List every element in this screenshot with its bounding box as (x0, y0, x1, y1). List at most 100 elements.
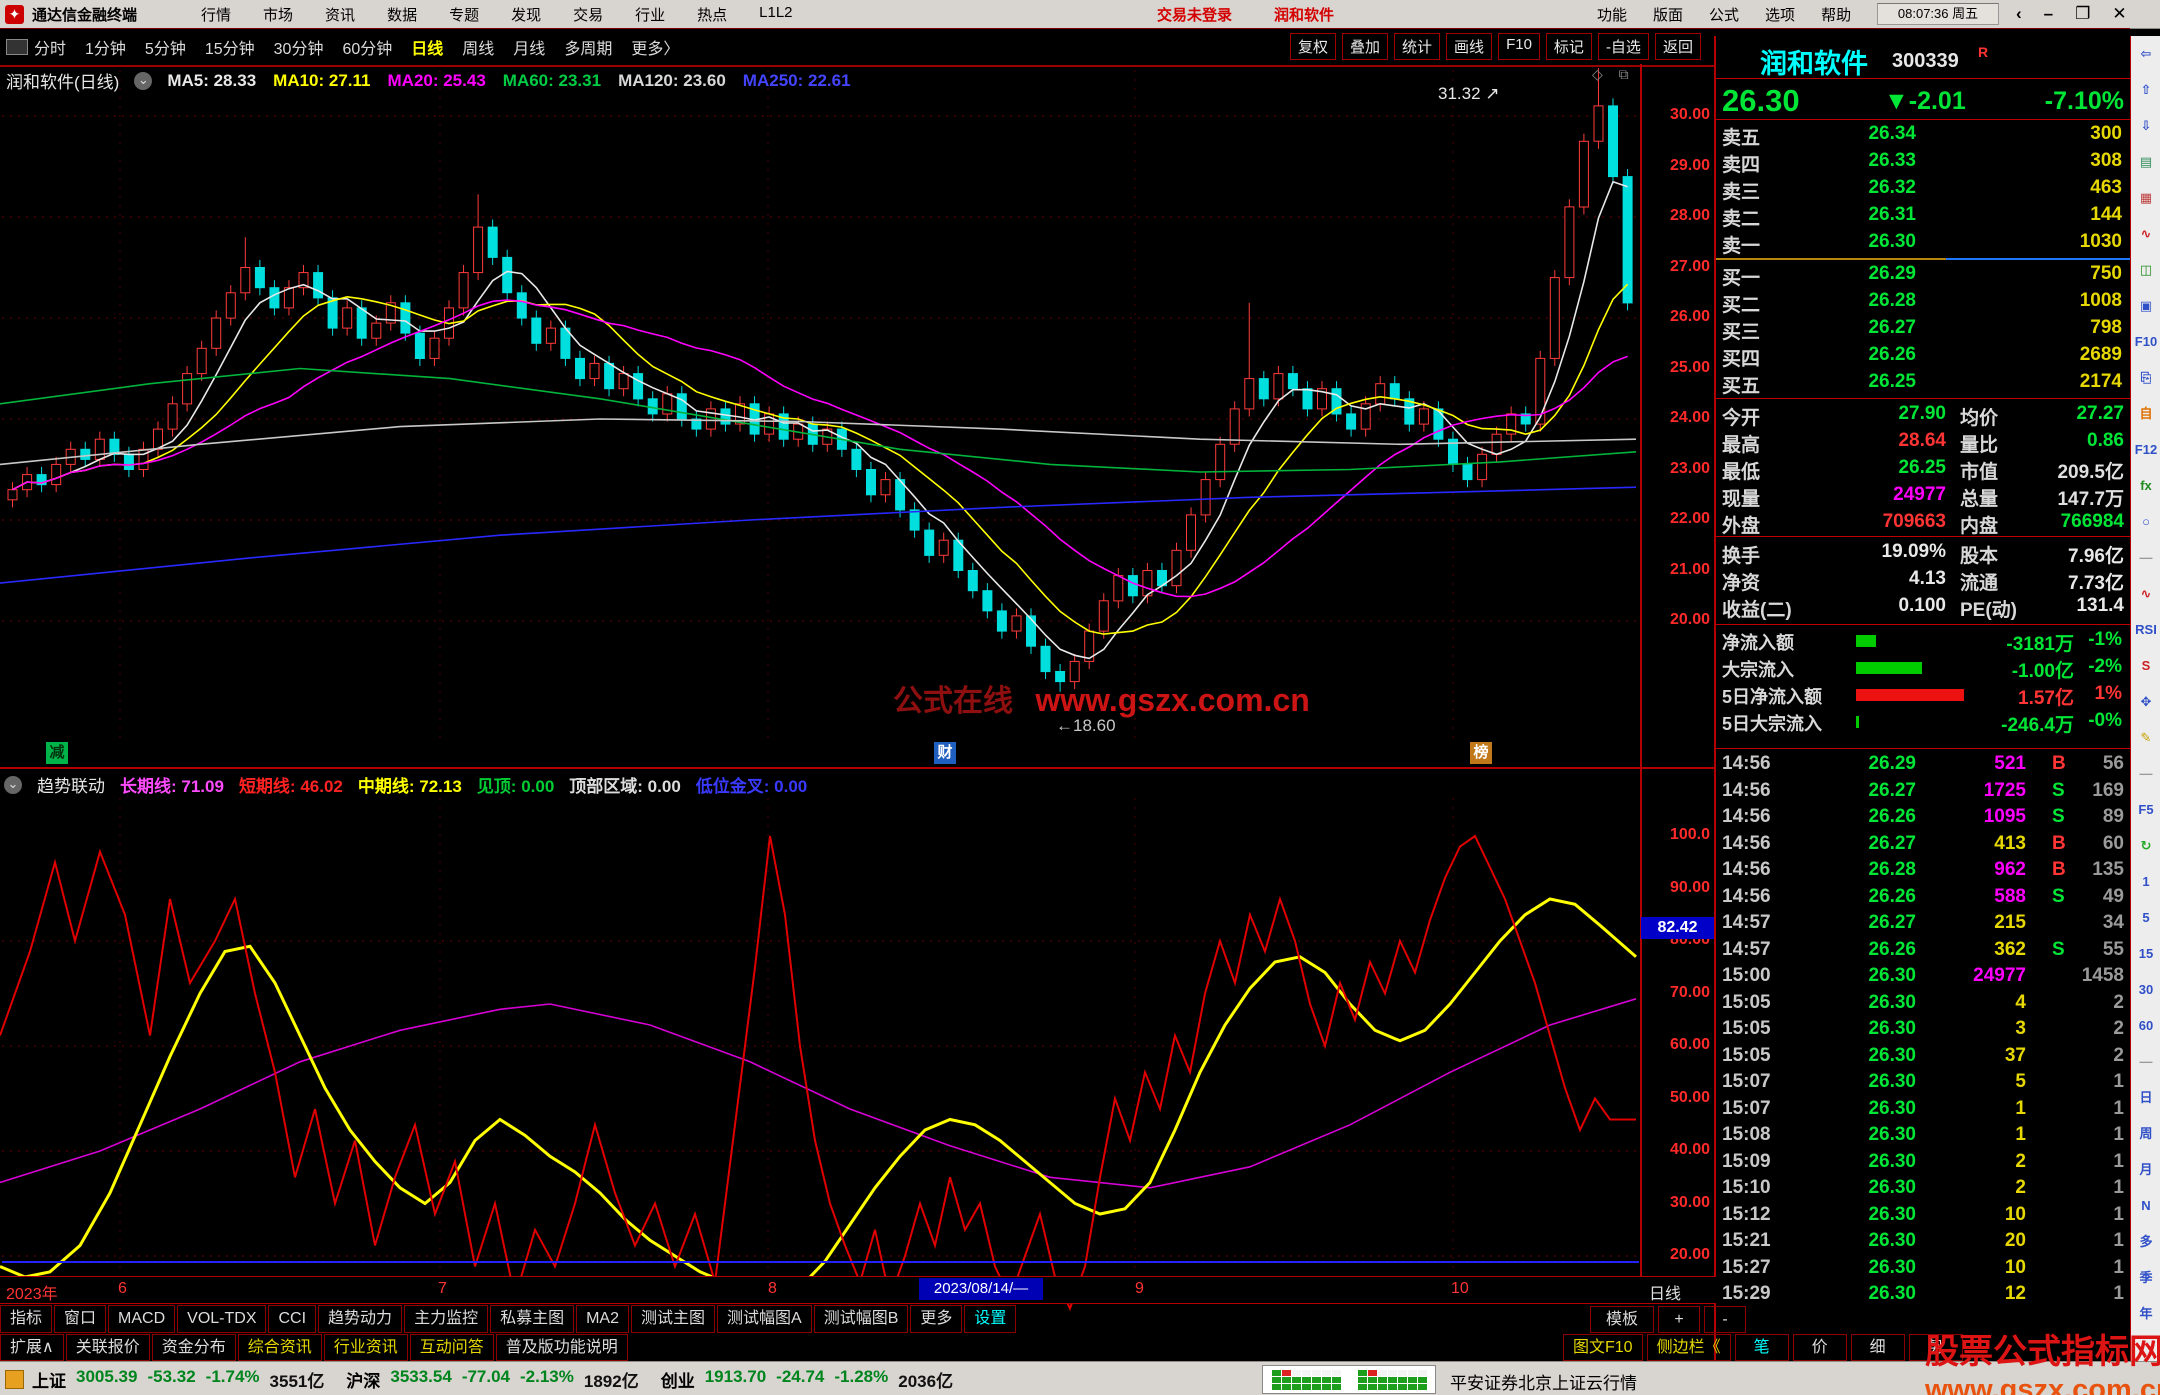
tab-MACD[interactable]: MACD (108, 1305, 176, 1333)
chart-marker-榜[interactable]: 榜 (1470, 742, 1492, 764)
tab-关联报价[interactable]: 关联报价 (65, 1334, 150, 1361)
tick-row[interactable]: 15:29 26.30 12 1 (1716, 1282, 2130, 1308)
rsi-icon[interactable]: RSI (2135, 622, 2157, 637)
period-multi[interactable]: 多 (2139, 1234, 2153, 1249)
f10-icon[interactable]: F10 (2134, 334, 2158, 349)
menu-item-5[interactable]: 发现 (511, 6, 542, 24)
period-tab-60分钟[interactable]: 60分钟 (342, 41, 393, 58)
tab-设置[interactable]: 设置 (964, 1305, 1017, 1333)
zoom-out-button[interactable]: - (1704, 1306, 1746, 1333)
close-button[interactable]: ✕ (2112, 4, 2127, 23)
index-沪深[interactable]: 沪深 3533.54 -77.04 -2.13% 1892亿 (346, 1367, 638, 1392)
toolbar-button--自选[interactable]: -自选 (1597, 33, 1649, 60)
trend-icon[interactable]: ∿ (2140, 226, 2152, 241)
tick-row[interactable]: 15:09 26.30 2 1 (1716, 1150, 2130, 1176)
f5-icon[interactable]: F5 (2138, 802, 2154, 817)
menu-item-4[interactable]: 专题 (449, 6, 480, 24)
period-60[interactable]: 60 (2138, 1018, 2154, 1033)
refresh-icon[interactable]: ↻ (2140, 838, 2152, 853)
period-tab-月线[interactable]: 月线 (513, 41, 546, 58)
bid-level-2[interactable]: 买二 26.28 1008 (1716, 289, 2130, 316)
period-year[interactable]: 年 (2139, 1306, 2153, 1321)
period-tab-更多〉[interactable]: 更多〉 (631, 41, 680, 58)
tick-row[interactable]: 15:07 26.30 5 1 (1716, 1070, 2130, 1096)
tab-扩展∧[interactable]: 扩展∧ (0, 1334, 64, 1361)
move-icon[interactable]: ✥ (2140, 694, 2152, 709)
tick-row[interactable]: 15:05 26.30 4 2 (1716, 991, 2130, 1017)
board-icon[interactable]: ▦ (2139, 190, 2153, 205)
up-icon[interactable]: ⇧ (2140, 82, 2152, 97)
tick-row[interactable]: 14:56 26.27 1725 S 169 (1716, 779, 2130, 805)
menu-right-item-1[interactable]: 版面 (1653, 6, 1684, 24)
zoom-in-button[interactable]: + (1658, 1306, 1700, 1333)
period-n[interactable]: N (2141, 1198, 2151, 1213)
chart-marker-减[interactable]: 减 (46, 742, 68, 764)
tab-笔[interactable]: 笔 (1734, 1334, 1789, 1361)
tab-侧边栏《[interactable]: 侧边栏《 (1646, 1334, 1731, 1361)
restore-button[interactable]: ❐ (2075, 4, 2091, 23)
bid-level-1[interactable]: 买一 26.29 750 (1716, 262, 2130, 289)
tick-row[interactable]: 14:57 26.26 362 S 55 (1716, 938, 2130, 964)
minimize-button[interactable]: – (2043, 4, 2054, 23)
tick-row[interactable]: 15:27 26.30 10 1 (1716, 1256, 2130, 1282)
period-day[interactable]: 日 (2139, 1090, 2153, 1105)
menu-item-9[interactable]: L1L2 (759, 3, 793, 21)
custom-icon[interactable]: 自 (2139, 406, 2153, 421)
menu-item-7[interactable]: 行业 (635, 6, 666, 24)
bid-level-4[interactable]: 买四 26.26 2689 (1716, 343, 2130, 370)
menu-right-item-3[interactable]: 选项 (1765, 6, 1796, 24)
period-month[interactable]: 月 (2139, 1162, 2153, 1177)
index-上证[interactable]: 上证 3005.39 -53.32 -1.74% 3551亿 (32, 1367, 324, 1392)
template-button[interactable]: 模板 (1590, 1306, 1654, 1333)
tab-图文F10[interactable]: 图文F10 (1563, 1334, 1643, 1361)
back-icon[interactable]: ⇦ (2140, 46, 2152, 61)
period-tab-5分钟[interactable]: 5分钟 (144, 41, 186, 58)
tab-势[interactable]: 势 (1908, 1334, 1963, 1361)
tab-私募主图[interactable]: 私募主图 (490, 1305, 575, 1333)
tab-价[interactable]: 价 (1792, 1334, 1847, 1361)
period-quarter[interactable]: 季 (2139, 1270, 2153, 1285)
period-tab-周线[interactable]: 周线 (462, 41, 495, 58)
index-icon[interactable] (5, 1369, 24, 1389)
menu-item-0[interactable]: 行情 (201, 6, 232, 24)
chevron-down-icon[interactable]: ⌄ (134, 71, 153, 90)
report-icon[interactable]: ▤ (2139, 154, 2153, 169)
menu-item-8[interactable]: 热点 (697, 6, 728, 24)
tick-row[interactable]: 14:56 26.26 1095 S 89 (1716, 805, 2130, 831)
tab-趋势动力[interactable]: 趋势动力 (318, 1305, 403, 1333)
tab-测试幅图A[interactable]: 测试幅图A (717, 1305, 812, 1333)
tick-row[interactable]: 14:56 26.28 962 B 135 (1716, 858, 2130, 884)
tab-窗口[interactable]: 窗口 (54, 1305, 107, 1333)
bid-level-3[interactable]: 买三 26.27 798 (1716, 316, 2130, 343)
tab-MA2[interactable]: MA2 (576, 1305, 629, 1333)
menu-item-2[interactable]: 资讯 (325, 6, 356, 24)
period-5[interactable]: 5 (2142, 910, 2150, 925)
toolbar-button-返回[interactable]: 返回 (1654, 33, 1701, 60)
tick-row[interactable]: 14:57 26.27 215 34 (1716, 911, 2130, 937)
menu-alert-1[interactable]: 润和软件 (1274, 6, 1335, 24)
tab-更多[interactable]: 更多 (910, 1305, 963, 1333)
tick-row[interactable]: 15:12 26.30 10 1 (1716, 1203, 2130, 1229)
index-创业[interactable]: 创业 1913.70 -24.74 -1.28% 2036亿 (661, 1367, 953, 1392)
tick-row[interactable]: 15:08 26.30 1 1 (1716, 1123, 2130, 1149)
period-tab-分时[interactable]: 分时 (34, 41, 67, 58)
tab-细[interactable]: 细 (1850, 1334, 1905, 1361)
tick-row[interactable]: 15:10 26.30 2 1 (1716, 1176, 2130, 1202)
menu-right-item-4[interactable]: 帮助 (1821, 6, 1852, 24)
period-tab-日线[interactable]: 日线 (411, 41, 444, 58)
menu-alert-0[interactable]: 交易未登录 (1157, 6, 1233, 24)
market-minibars[interactable] (1262, 1365, 1436, 1394)
toolbar-button-叠加[interactable]: 叠加 (1342, 33, 1389, 60)
tab-资金分布[interactable]: 资金分布 (151, 1334, 236, 1361)
tick-row[interactable]: 15:21 26.30 20 1 (1716, 1229, 2130, 1255)
tick-row[interactable]: 14:56 26.27 413 B 60 (1716, 832, 2130, 858)
period-tab-30分钟[interactable]: 30分钟 (273, 41, 324, 58)
tab-指标[interactable]: 指标 (0, 1305, 53, 1333)
kline-icon[interactable]: ◫ (2139, 262, 2153, 277)
tick-row[interactable]: 15:05 26.30 3 2 (1716, 1017, 2130, 1043)
tab-主力监控[interactable]: 主力监控 (404, 1305, 489, 1333)
tick-row[interactable]: 15:05 26.30 37 2 (1716, 1044, 2130, 1070)
pane-controls-icon[interactable]: ◇ ⧉ (1592, 66, 1635, 82)
period-1[interactable]: 1 (2142, 874, 2150, 889)
menu-item-6[interactable]: 交易 (573, 6, 604, 24)
